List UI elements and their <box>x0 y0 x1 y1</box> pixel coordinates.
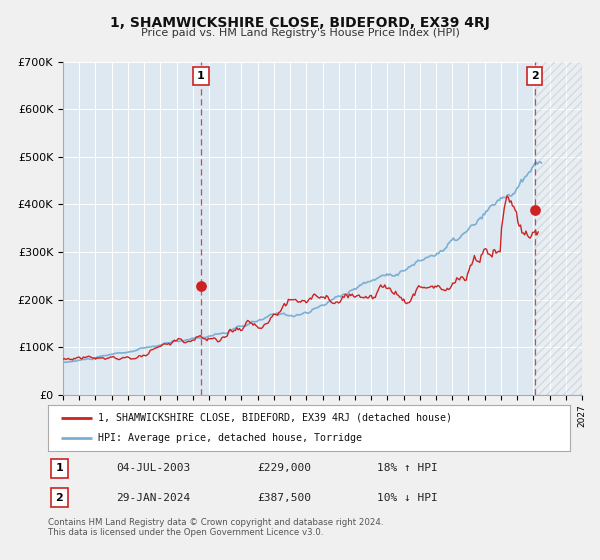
Text: 2: 2 <box>531 71 539 81</box>
Text: £387,500: £387,500 <box>257 493 311 503</box>
Text: 2: 2 <box>56 493 64 503</box>
Text: 1, SHAMWICKSHIRE CLOSE, BIDEFORD, EX39 4RJ (detached house): 1, SHAMWICKSHIRE CLOSE, BIDEFORD, EX39 4… <box>98 413 452 423</box>
Text: 18% ↑ HPI: 18% ↑ HPI <box>377 463 437 473</box>
Point <box>196 281 206 290</box>
Point <box>530 206 539 215</box>
Text: 29-JAN-2024: 29-JAN-2024 <box>116 493 190 503</box>
Text: £229,000: £229,000 <box>257 463 311 473</box>
Text: Price paid vs. HM Land Registry's House Price Index (HPI): Price paid vs. HM Land Registry's House … <box>140 28 460 38</box>
Text: 04-JUL-2003: 04-JUL-2003 <box>116 463 190 473</box>
Text: 1, SHAMWICKSHIRE CLOSE, BIDEFORD, EX39 4RJ: 1, SHAMWICKSHIRE CLOSE, BIDEFORD, EX39 4… <box>110 16 490 30</box>
Text: 10% ↓ HPI: 10% ↓ HPI <box>377 493 437 503</box>
Text: 1: 1 <box>197 71 205 81</box>
Text: HPI: Average price, detached house, Torridge: HPI: Average price, detached house, Torr… <box>98 433 362 443</box>
Text: 1: 1 <box>56 463 64 473</box>
Bar <box>535 62 582 395</box>
Text: Contains HM Land Registry data © Crown copyright and database right 2024.
This d: Contains HM Land Registry data © Crown c… <box>48 518 383 538</box>
